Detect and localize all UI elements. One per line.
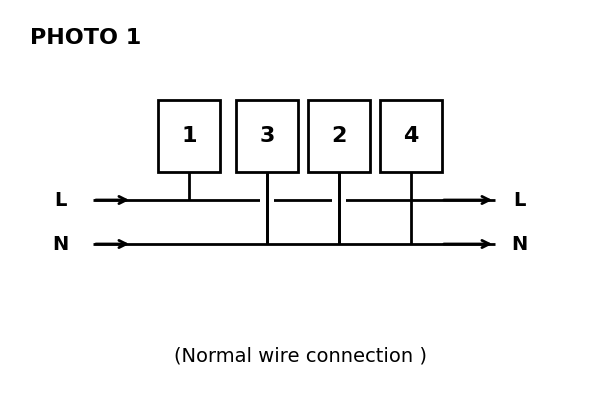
Bar xyxy=(158,100,220,172)
Bar xyxy=(380,100,442,172)
Bar xyxy=(236,100,298,172)
Text: N: N xyxy=(52,234,68,254)
Text: PHOTO 1: PHOTO 1 xyxy=(30,28,141,48)
Text: N: N xyxy=(511,234,527,254)
Text: (Normal wire connection ): (Normal wire connection ) xyxy=(173,346,427,366)
Bar xyxy=(308,100,370,172)
Text: 4: 4 xyxy=(403,126,419,146)
Text: 2: 2 xyxy=(331,126,347,146)
Text: 1: 1 xyxy=(181,126,197,146)
Text: 3: 3 xyxy=(259,126,275,146)
Text: L: L xyxy=(513,190,525,210)
Text: L: L xyxy=(54,190,66,210)
